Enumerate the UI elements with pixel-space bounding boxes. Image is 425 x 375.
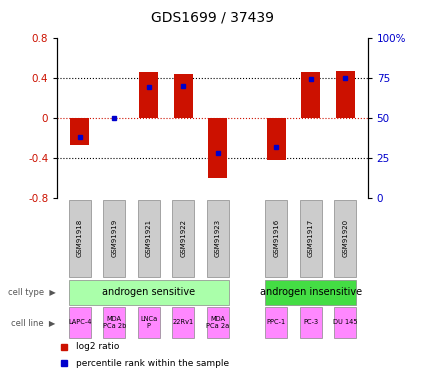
Bar xyxy=(207,307,229,338)
Bar xyxy=(103,307,125,338)
Text: 22Rv1: 22Rv1 xyxy=(173,320,194,326)
Text: GSM91922: GSM91922 xyxy=(180,219,186,257)
Text: cell line  ▶: cell line ▶ xyxy=(11,318,56,327)
Text: GSM91919: GSM91919 xyxy=(111,219,117,257)
Bar xyxy=(70,118,89,145)
Bar xyxy=(267,118,286,160)
Text: GSM91916: GSM91916 xyxy=(273,219,279,257)
Bar xyxy=(139,72,158,118)
Bar xyxy=(208,118,227,178)
Bar xyxy=(300,307,322,338)
Bar xyxy=(266,280,356,304)
Bar xyxy=(173,307,194,338)
Bar xyxy=(266,200,287,277)
Bar xyxy=(334,200,356,277)
Text: GSM91920: GSM91920 xyxy=(342,219,348,257)
Bar xyxy=(336,70,355,118)
Text: PPC-1: PPC-1 xyxy=(267,320,286,326)
Bar xyxy=(69,280,229,304)
Text: LAPC-4: LAPC-4 xyxy=(68,320,91,326)
Bar xyxy=(138,307,159,338)
Text: MDA
PCa 2a: MDA PCa 2a xyxy=(206,316,230,329)
Bar xyxy=(173,200,194,277)
Bar xyxy=(207,200,229,277)
Bar xyxy=(69,200,91,277)
Bar xyxy=(266,307,287,338)
Text: LNCa
P: LNCa P xyxy=(140,316,157,329)
Text: GSM91921: GSM91921 xyxy=(146,219,152,257)
Text: androgen sensitive: androgen sensitive xyxy=(102,287,196,297)
Bar xyxy=(174,74,193,118)
Bar xyxy=(300,200,322,277)
Text: androgen insensitive: androgen insensitive xyxy=(260,287,362,297)
Text: PC-3: PC-3 xyxy=(303,320,318,326)
Text: log2 ratio: log2 ratio xyxy=(76,342,119,351)
Text: percentile rank within the sample: percentile rank within the sample xyxy=(76,358,229,368)
Text: cell type  ▶: cell type ▶ xyxy=(8,288,56,297)
Text: GDS1699 / 37439: GDS1699 / 37439 xyxy=(151,10,274,24)
Bar xyxy=(334,307,356,338)
Bar xyxy=(138,200,159,277)
Text: GSM91917: GSM91917 xyxy=(308,219,314,257)
Bar xyxy=(69,307,91,338)
Text: MDA
PCa 2b: MDA PCa 2b xyxy=(102,316,126,329)
Text: DU 145: DU 145 xyxy=(333,320,357,326)
Text: GSM91923: GSM91923 xyxy=(215,219,221,257)
Bar xyxy=(301,72,320,118)
Bar xyxy=(103,200,125,277)
Text: GSM91918: GSM91918 xyxy=(77,219,83,257)
